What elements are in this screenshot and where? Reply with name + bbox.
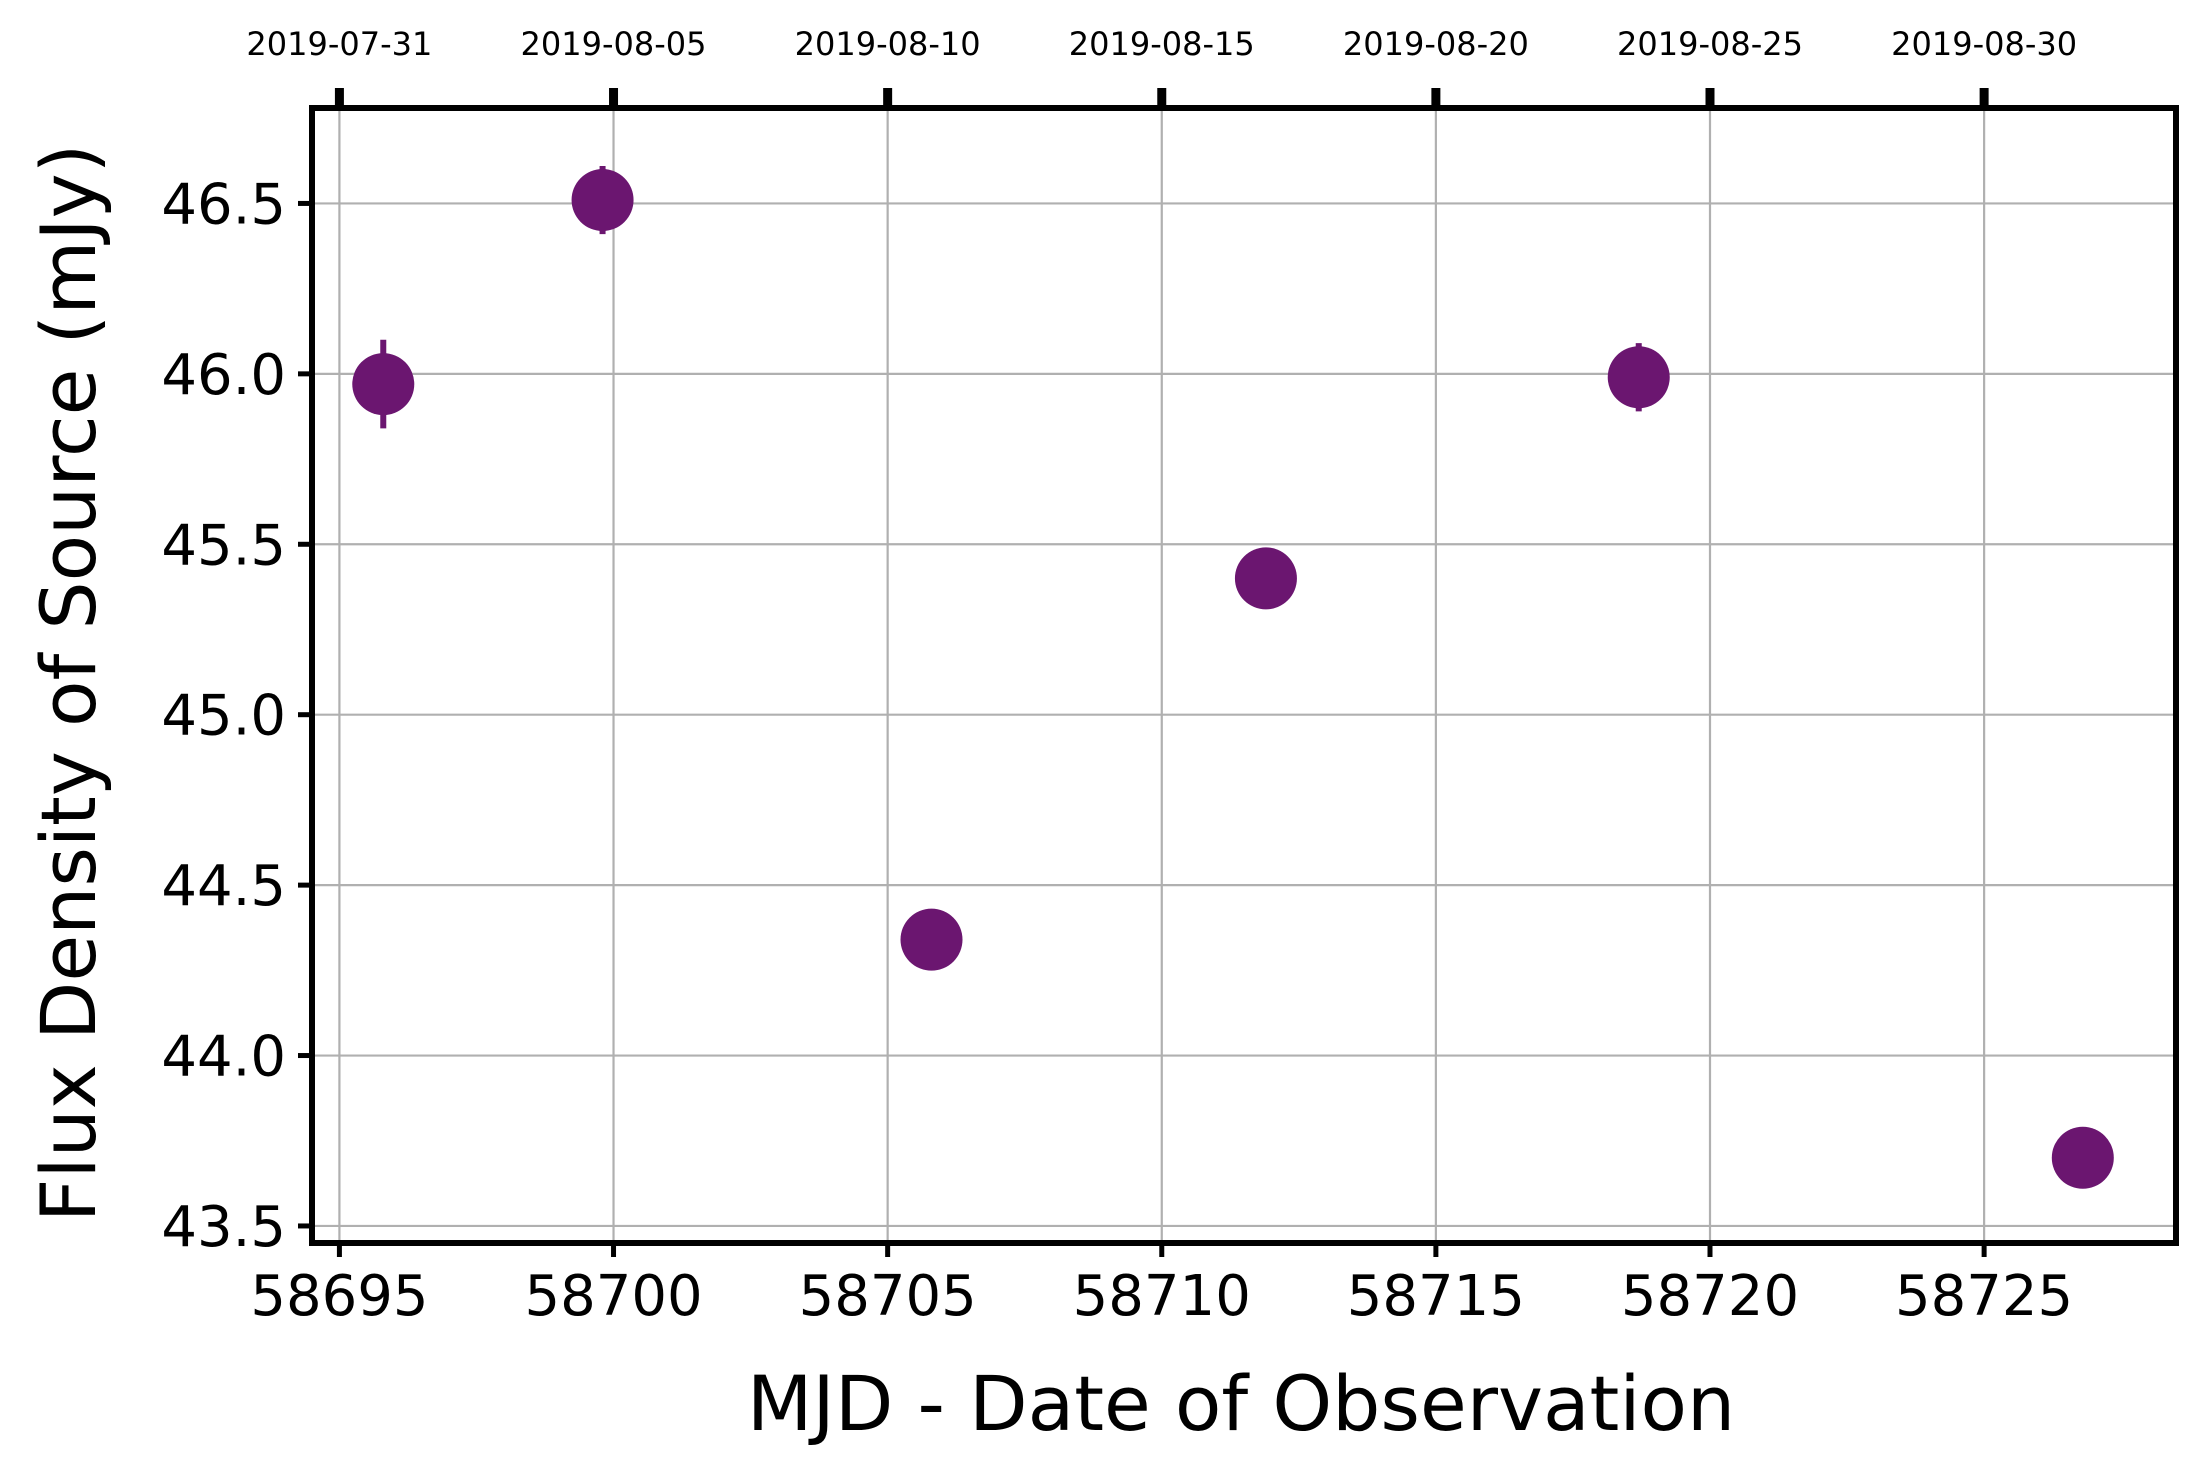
x-tick-label: 58700: [524, 1264, 702, 1329]
top-x-tick-label: 2019-08-30: [1891, 25, 2077, 63]
data-point: [1607, 346, 1670, 409]
data-point: [352, 353, 415, 416]
x-tick-label: 58705: [799, 1264, 977, 1329]
x-tick-label: 58720: [1621, 1264, 1799, 1329]
data-point: [571, 169, 634, 232]
y-tick-label: 46.5: [161, 172, 286, 237]
top-x-tick-label: 2019-08-05: [521, 25, 707, 63]
x-axis-label: MJD - Date of Observation: [747, 1359, 1735, 1448]
top-x-tick-label: 2019-08-20: [1343, 25, 1529, 63]
x-tick-label: 58710: [1073, 1264, 1251, 1329]
axis-ticks: 58695 58700 58705 58710 58715 58720 58725 2019-…: [161, 25, 2077, 1329]
grid-lines: [312, 108, 2176, 1243]
data-point: [2051, 1126, 2114, 1189]
data-points: [352, 165, 2114, 1189]
top-x-tick-label: 2019-08-15: [1069, 25, 1255, 63]
data-point: [1234, 547, 1297, 610]
y-tick-label: 45.0: [161, 684, 286, 749]
y-tick-label: 44.0: [161, 1025, 286, 1090]
y-tick-label: 46.0: [161, 343, 286, 408]
plot-frame: [309, 105, 2179, 1246]
x-tick-label: 58715: [1347, 1264, 1525, 1329]
y-tick-label: 43.5: [161, 1195, 286, 1260]
data-point: [900, 908, 963, 971]
top-x-tick-label: 2019-08-10: [795, 25, 981, 63]
top-x-tick-label: 2019-08-25: [1617, 25, 1803, 63]
y-tick-label: 45.5: [161, 513, 286, 578]
x-tick-label: 58695: [250, 1264, 428, 1329]
y-axis-label: Flux Density of Source (mJy): [24, 144, 113, 1223]
top-x-tick-label: 2019-07-31: [246, 25, 432, 63]
y-tick-label: 44.5: [161, 854, 286, 919]
x-tick-label: 58725: [1895, 1264, 2073, 1329]
